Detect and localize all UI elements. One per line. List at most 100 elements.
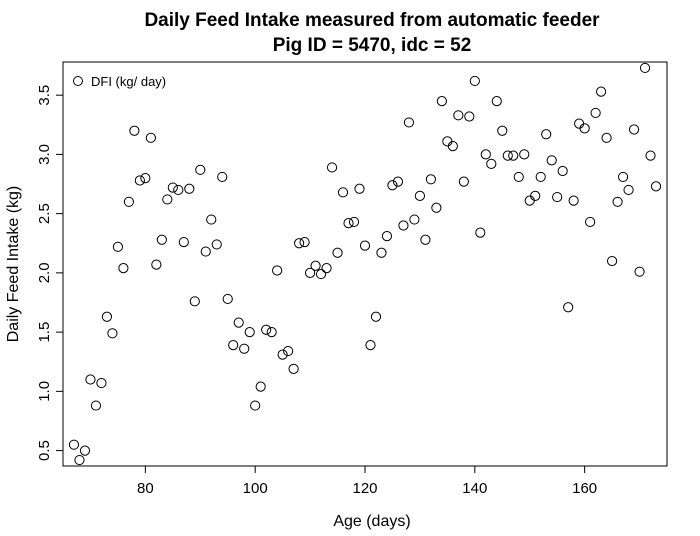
- data-point: [112, 241, 124, 252]
- data-point: [590, 107, 601, 119]
- data-point: [436, 95, 447, 107]
- data-point: [475, 227, 486, 238]
- data-point: [381, 231, 393, 242]
- data-point: [211, 239, 222, 250]
- data-point: [107, 328, 118, 339]
- data-point: [612, 196, 623, 207]
- data-point: [645, 150, 656, 161]
- data-point: [145, 132, 156, 143]
- data-point: [283, 345, 294, 357]
- data-point: [387, 180, 398, 191]
- x-axis: 80 100 120 140 160: [137, 465, 597, 497]
- data-point: [250, 400, 261, 411]
- data-point: [288, 363, 299, 374]
- data-point: [398, 220, 409, 231]
- data-point: [326, 162, 338, 173]
- x-tick-label: 140: [462, 480, 487, 497]
- data-points: [68, 62, 662, 466]
- data-point: [596, 86, 607, 97]
- data-point: [354, 183, 365, 194]
- data-point: [239, 343, 250, 354]
- data-point: [442, 136, 453, 147]
- data-point: [579, 123, 590, 134]
- data-point: [519, 149, 530, 160]
- data-point: [68, 439, 80, 450]
- data-point: [453, 110, 464, 121]
- data-point: [129, 125, 140, 136]
- data-point: [370, 311, 382, 322]
- data-point: [403, 117, 415, 128]
- data-point: [173, 184, 184, 196]
- data-point: [469, 75, 480, 87]
- y-axis: 0.5 1.0 1.5 2.0 2.5 3.0 3.5: [36, 85, 64, 461]
- data-point: [261, 324, 272, 335]
- data-point: [255, 381, 266, 392]
- data-point: [332, 247, 343, 258]
- data-point: [151, 259, 162, 270]
- data-point: [420, 234, 431, 245]
- data-point: [491, 95, 502, 107]
- data-point: [458, 176, 469, 187]
- data-point: [101, 311, 113, 322]
- data-point: [272, 265, 283, 276]
- data-point: [222, 293, 233, 305]
- data-point: [574, 118, 585, 129]
- data-point: [546, 155, 557, 166]
- data-point: [568, 195, 579, 206]
- data-point: [233, 317, 244, 328]
- legend: DFI (kg/ day): [73, 74, 166, 89]
- data-point: [206, 214, 217, 225]
- data-point: [343, 218, 354, 229]
- data-point: [315, 268, 327, 280]
- data-point: [162, 194, 173, 205]
- data-point: [189, 296, 200, 307]
- data-point: [585, 216, 596, 228]
- x-tick-label: 80: [137, 480, 154, 497]
- data-point: [359, 240, 371, 251]
- data-point: [304, 267, 316, 278]
- y-tick-label: 2.5: [36, 203, 53, 224]
- x-axis-label: Age (days): [333, 513, 410, 530]
- data-point: [563, 302, 574, 313]
- data-point: [140, 173, 151, 184]
- legend-entry-dfi: DFI (kg/ day): [91, 74, 166, 89]
- data-point: [541, 129, 552, 140]
- data-point: [96, 377, 107, 389]
- data-point: [650, 181, 662, 192]
- data-point: [337, 187, 349, 198]
- chart-title: Daily Feed Intake measured from automati…: [144, 10, 600, 31]
- data-point: [552, 191, 563, 203]
- data-point: [294, 238, 305, 249]
- data-point: [409, 214, 420, 225]
- data-point: [524, 195, 535, 206]
- data-point: [74, 454, 85, 466]
- data-point: [134, 175, 145, 186]
- data-point: [535, 171, 546, 183]
- data-point: [628, 124, 640, 135]
- plot-frame: [62, 61, 668, 467]
- data-point: [414, 190, 426, 201]
- data-point: [244, 327, 255, 338]
- data-point: [200, 246, 211, 257]
- data-point: [228, 340, 239, 351]
- data-point: [557, 165, 568, 177]
- data-point: [634, 266, 645, 277]
- data-point: [508, 150, 519, 161]
- y-tick-label: 3.5: [36, 85, 53, 106]
- y-tick-label: 1.5: [36, 322, 53, 343]
- data-point: [480, 149, 491, 160]
- data-point: [299, 236, 310, 248]
- y-tick-label: 1.0: [36, 381, 53, 402]
- x-tick-label: 120: [352, 480, 377, 497]
- data-point: [178, 236, 189, 248]
- data-point: [266, 327, 277, 338]
- data-point: [321, 263, 332, 274]
- data-point: [497, 125, 508, 136]
- data-point: [184, 183, 195, 194]
- legend-marker: [73, 76, 83, 86]
- data-point: [606, 255, 618, 267]
- data-point: [447, 141, 458, 152]
- data-point: [195, 164, 206, 175]
- data-point: [90, 400, 102, 411]
